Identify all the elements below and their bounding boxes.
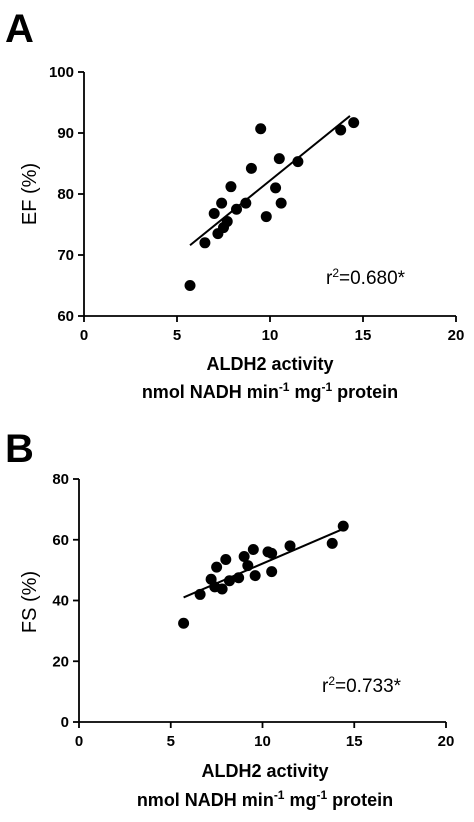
data-point — [275, 197, 287, 209]
panel-a-y-axis-title: EF (%) — [19, 163, 41, 225]
x-tick-label: 20 — [438, 733, 455, 750]
x-tick-label: 0 — [80, 327, 88, 344]
units-post: protein — [327, 790, 393, 810]
units-sup1: -1 — [274, 788, 285, 802]
r-base: r — [322, 676, 329, 697]
data-point — [260, 211, 272, 223]
data-point — [178, 617, 190, 629]
panel-b-label: B — [5, 427, 34, 471]
units-mid: mg — [284, 790, 316, 810]
x-tick-label: 15 — [355, 327, 372, 344]
y-tick-label: 40 — [52, 593, 69, 610]
y-tick-label: 20 — [52, 653, 69, 670]
data-point — [266, 566, 278, 578]
units-sup2: -1 — [317, 788, 328, 802]
units-sup2: -1 — [322, 380, 333, 394]
data-point — [284, 540, 296, 552]
x-tick-label: 15 — [346, 733, 363, 750]
panel-b: B 0 20 40 60 80 0 5 10 15 20 FS (%) ALDH2 activit… — [5, 427, 454, 810]
panel-b-r-squared: r2=0.733* — [322, 674, 402, 697]
y-tick-label: 0 — [61, 714, 69, 731]
data-point — [255, 123, 267, 135]
data-point — [247, 543, 259, 555]
data-point — [292, 156, 304, 168]
panel-b-plot: 0 20 40 60 80 0 5 10 15 20 — [52, 471, 454, 750]
data-point — [221, 215, 233, 227]
data-point — [326, 537, 338, 549]
units-mid: mg — [289, 382, 321, 402]
data-point — [242, 560, 254, 572]
x-tick-label: 20 — [448, 327, 465, 344]
data-point — [194, 588, 206, 600]
y-tick-label: 70 — [57, 247, 74, 264]
y-tick-label: 60 — [52, 532, 69, 549]
data-point — [225, 181, 237, 193]
panel-b-y-axis-title: FS (%) — [19, 571, 41, 633]
y-tick-label: 60 — [57, 308, 74, 325]
data-point — [240, 197, 252, 209]
panel-a-label: A — [5, 7, 34, 51]
y-tick-label: 80 — [57, 186, 74, 203]
r-base: r — [326, 268, 333, 289]
data-point — [249, 570, 261, 582]
y-tick-label: 90 — [57, 125, 74, 142]
panel-a: A 60 70 80 90 100 0 5 10 15 20 EF (%) ALDH2 activ… — [5, 7, 464, 402]
data-point — [348, 117, 360, 129]
panel-a-r-squared: r2=0.680* — [326, 266, 406, 289]
panel-a-x-axis-title: ALDH2 activity — [206, 354, 333, 374]
y-tick-label: 100 — [49, 64, 74, 81]
data-point — [245, 162, 257, 174]
units-sup1: -1 — [279, 380, 290, 394]
units-post: protein — [332, 382, 398, 402]
regression-line — [183, 528, 342, 599]
units-pre: nmol NADH min — [137, 790, 274, 810]
x-tick-label: 5 — [167, 733, 175, 750]
panel-b-x-axis-units: nmol NADH min-1 mg-1 protein — [137, 788, 393, 810]
panel-b-x-axis-title: ALDH2 activity — [201, 761, 328, 781]
data-point — [216, 583, 228, 595]
r-rest: =0.680* — [339, 268, 406, 289]
data-point — [270, 182, 282, 194]
x-tick-label: 10 — [262, 327, 279, 344]
data-point — [231, 203, 243, 215]
data-point — [220, 553, 232, 565]
data-point — [233, 572, 245, 584]
data-point — [223, 575, 235, 587]
data-point — [208, 208, 220, 220]
r-rest: =0.733* — [335, 676, 402, 697]
data-point — [199, 237, 211, 249]
data-point — [184, 280, 196, 291]
data-point — [273, 153, 285, 165]
r-sup: 2 — [328, 674, 335, 688]
panel-a-plot: 60 70 80 90 100 0 5 10 15 20 — [49, 64, 464, 344]
data-point — [335, 124, 347, 136]
units-pre: nmol NADH min — [142, 382, 279, 402]
regression-line — [189, 115, 351, 247]
x-tick-label: 0 — [75, 733, 83, 750]
r-sup: 2 — [332, 266, 339, 280]
data-point — [266, 547, 278, 559]
y-tick-label: 80 — [52, 471, 69, 488]
x-tick-label: 5 — [173, 327, 181, 344]
data-point — [238, 550, 250, 562]
panel-a-x-axis-units: nmol NADH min-1 mg-1 protein — [142, 380, 398, 402]
x-tick-label: 10 — [254, 733, 271, 750]
data-point — [337, 520, 349, 532]
data-point — [211, 561, 223, 573]
data-point — [216, 197, 228, 209]
